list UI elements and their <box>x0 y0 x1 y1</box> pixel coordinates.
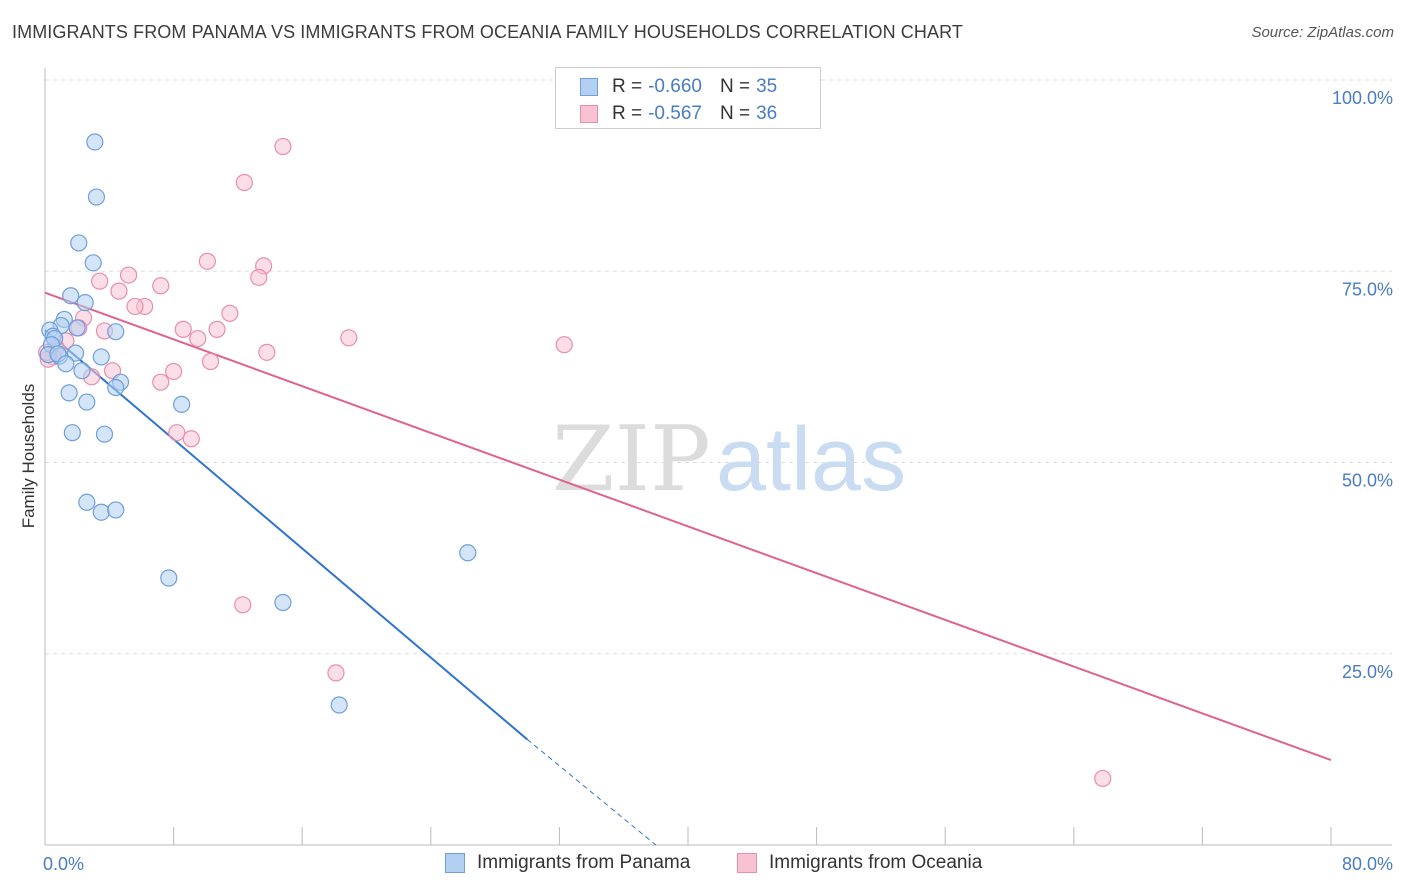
panama-point <box>160 569 178 587</box>
panama-point <box>87 188 106 206</box>
panama-point <box>78 493 96 511</box>
oceania-point <box>152 373 170 391</box>
oceania-point <box>189 329 207 348</box>
oceania-point <box>201 352 220 371</box>
trend-lines <box>44 291 1332 846</box>
oceania-point <box>221 304 239 322</box>
oceania-point <box>126 297 144 316</box>
x-tick-label-max: 80.0% <box>1342 854 1393 874</box>
n-label: N = <box>719 103 751 124</box>
legend-row-oceania: R = -0.567 N = 36 <box>580 103 777 125</box>
panama-swatch <box>580 78 598 96</box>
panama-point <box>84 254 102 272</box>
n-value: 36 <box>756 103 778 124</box>
n-value: 35 <box>756 76 778 97</box>
axes <box>44 68 1392 846</box>
oceania-point <box>182 430 200 448</box>
correlation-legend: R = -0.660 N = 35 R = -0.567 N = 36 <box>555 67 821 129</box>
panama-point <box>76 294 94 312</box>
scatter-points <box>38 133 1112 788</box>
oceania-point <box>555 336 573 354</box>
oceania-swatch <box>580 105 598 123</box>
chart-title: IMMIGRANTS FROM PANAMA VS IMMIGRANTS FRO… <box>12 22 963 42</box>
oceania-point <box>110 282 128 300</box>
oceania-point <box>234 596 252 614</box>
y-axis-title: Family Households <box>19 384 38 529</box>
panama-point <box>78 393 96 411</box>
x-tick-label-min: 0.0% <box>43 854 84 874</box>
watermark-zip: ZIP <box>552 407 711 512</box>
legend-item-oceania[interactable]: Immigrants from Oceania <box>737 852 982 874</box>
panama-point <box>73 362 91 380</box>
watermark-atlas: atlas <box>716 410 906 510</box>
oceania-point <box>327 664 345 682</box>
oceania-point <box>340 329 358 347</box>
oceania-point <box>258 343 276 361</box>
panama-point <box>70 234 88 252</box>
y-tick-label-25: 25.0% <box>1342 662 1393 682</box>
oceania-swatch <box>737 853 757 873</box>
legend-label-oceania: Immigrants from Oceania <box>769 852 983 873</box>
panama-point <box>86 133 104 151</box>
panama-point <box>274 593 292 612</box>
panama-trend-extension <box>526 739 657 846</box>
panama-point <box>95 425 114 443</box>
n-label: N = <box>719 76 751 97</box>
oceania-point <box>208 320 226 338</box>
panama-point <box>66 344 85 362</box>
oceania-trend-line <box>44 291 1332 762</box>
oceania-point <box>152 277 170 295</box>
oceania-point <box>174 320 192 338</box>
r-value: -0.567 <box>648 103 702 124</box>
panama-trend-line <box>44 329 528 741</box>
r-label: R = <box>612 76 643 97</box>
panama-point <box>330 696 348 714</box>
oceania-point <box>168 424 186 442</box>
y-tick-label-50: 50.0% <box>1342 471 1393 491</box>
panama-point <box>107 501 125 519</box>
panama-swatch <box>445 853 465 873</box>
oceania-point <box>165 362 183 381</box>
y-tick-labels: 25.0% 50.0% 75.0% 100.0% <box>1332 88 1393 682</box>
legend-item-panama[interactable]: Immigrants from Panama <box>445 852 690 874</box>
panama-point <box>57 355 75 373</box>
panama-point <box>68 319 86 337</box>
legend-row-panama: R = -0.660 N = 35 <box>580 76 777 98</box>
panama-point <box>459 544 477 562</box>
oceania-point <box>119 266 138 284</box>
oceania-point <box>235 173 253 192</box>
panama-point <box>173 395 191 413</box>
panama-point <box>60 384 78 402</box>
panama-point <box>107 323 125 341</box>
oceania-point <box>274 137 292 156</box>
oceania-point <box>91 272 109 290</box>
panama-point <box>63 424 81 442</box>
y-tick-label-100: 100.0% <box>1332 88 1393 108</box>
r-label: R = <box>612 103 643 124</box>
x-tick-labels: 0.0% 80.0% <box>43 854 1393 874</box>
oceania-point <box>198 252 216 270</box>
source-credit: Source: ZipAtlas.com <box>1251 24 1394 41</box>
oceania-point <box>1094 769 1112 788</box>
panama-point <box>92 503 110 521</box>
series-legend: Immigrants from Panama Immigrants from O… <box>0 852 1406 876</box>
r-value: -0.660 <box>648 76 702 97</box>
panama-point <box>92 348 110 366</box>
legend-label-panama: Immigrants from Panama <box>477 852 691 873</box>
oceania-point <box>250 268 268 286</box>
panama-point <box>62 287 80 305</box>
watermark: ZIP atlas <box>552 407 906 512</box>
panama-point <box>107 378 125 397</box>
y-tick-label-75: 75.0% <box>1342 279 1393 299</box>
